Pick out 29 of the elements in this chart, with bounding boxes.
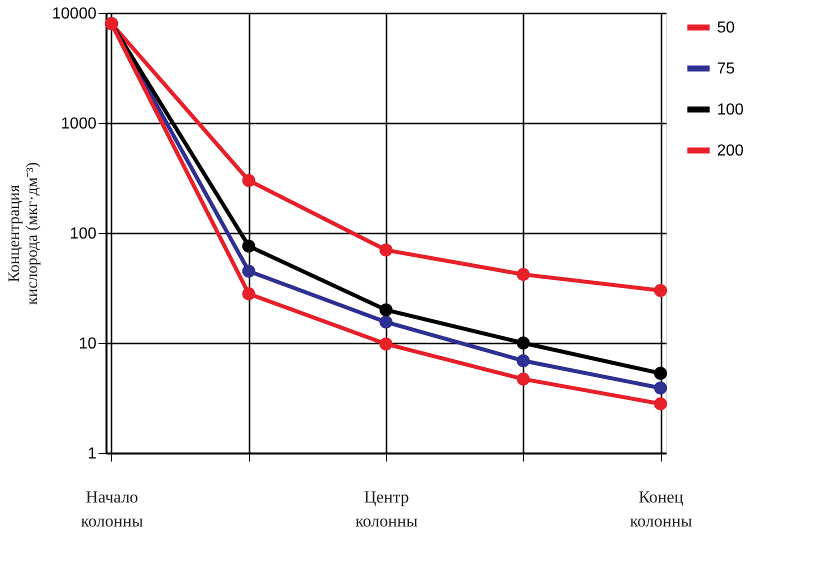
point [516, 372, 530, 386]
y-tick-label: 1000 [60, 116, 97, 132]
y-tick-label: 1 [88, 446, 97, 462]
point [654, 366, 668, 380]
legend-label: 200 [717, 142, 744, 160]
point [654, 381, 668, 394]
x-tick-label: Центр колонны [355, 488, 418, 530]
y-tick-label: 100 [70, 226, 97, 242]
legend-label: 50 [717, 20, 735, 36]
y-tick-label: 10000 [52, 6, 97, 22]
x-tick-label: Конец колонны [630, 488, 693, 530]
point [379, 337, 393, 350]
point [654, 397, 668, 410]
point [242, 264, 256, 278]
point [516, 354, 530, 368]
point [242, 287, 256, 300]
y-tick-label: 10 [78, 336, 97, 352]
legend-label: 75 [717, 60, 735, 78]
point [242, 240, 256, 253]
point [516, 268, 530, 281]
x-tick-label: Начало колонны [80, 488, 144, 530]
point [654, 284, 668, 298]
y-axis-title: Концентрация кислорода (мкг·дм⁻³) [6, 162, 42, 305]
point [516, 336, 530, 350]
point [379, 316, 393, 329]
point [379, 303, 393, 316]
point [242, 174, 256, 188]
point [379, 244, 393, 257]
legend-label: 100 [717, 102, 744, 118]
